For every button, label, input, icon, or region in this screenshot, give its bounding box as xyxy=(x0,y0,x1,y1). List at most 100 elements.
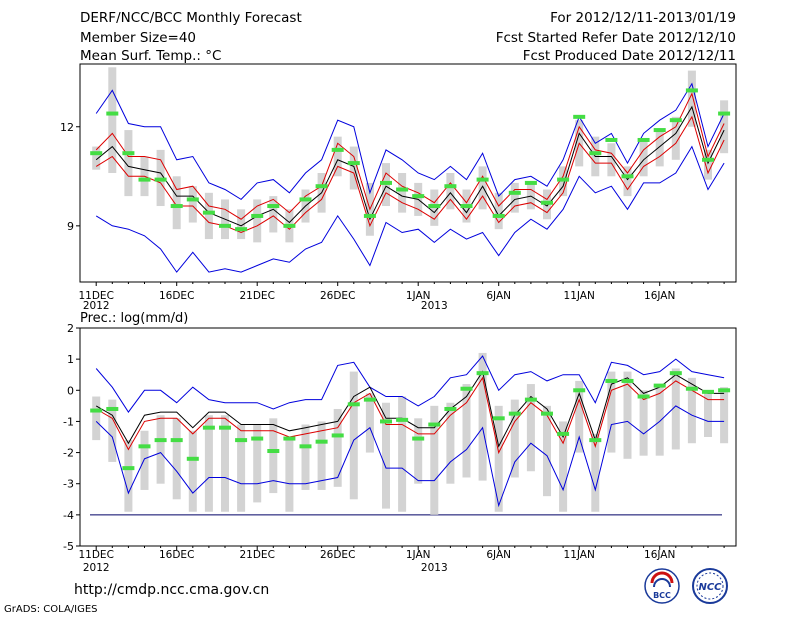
median-marker xyxy=(412,436,425,441)
member-box xyxy=(559,421,568,512)
median-marker xyxy=(138,444,151,449)
y-tick-label: 0 xyxy=(67,384,74,397)
median-marker xyxy=(396,417,409,422)
member-box xyxy=(237,209,246,240)
member-box xyxy=(301,424,310,490)
grads-credit: GrADS: COLA/IGES xyxy=(4,604,98,615)
median-marker xyxy=(331,147,344,152)
bcc-logo: BCC xyxy=(644,568,680,604)
member-box xyxy=(237,424,246,512)
median-marker xyxy=(492,416,505,421)
x-tick-label: 16JAN xyxy=(644,549,675,561)
x-tick-label: 21DEC xyxy=(239,290,274,302)
member-box xyxy=(253,199,262,243)
median-marker xyxy=(267,204,280,209)
y-tick-label: 2 xyxy=(67,322,74,335)
median-marker xyxy=(267,449,280,454)
member-box xyxy=(108,399,117,462)
member-box xyxy=(172,176,181,230)
member-box xyxy=(639,390,648,456)
member-box xyxy=(623,371,632,459)
median-marker xyxy=(283,223,296,228)
median-marker xyxy=(251,436,264,441)
member-box xyxy=(204,192,213,240)
median-marker xyxy=(685,386,698,391)
median-marker xyxy=(718,111,731,116)
median-marker xyxy=(315,439,328,444)
member-box xyxy=(478,352,487,481)
median-marker xyxy=(557,431,570,436)
member-box xyxy=(349,371,358,500)
member-box xyxy=(607,371,616,453)
member-box xyxy=(204,415,213,512)
median-marker xyxy=(573,114,586,119)
median-marker xyxy=(122,466,135,471)
refer-date: Fcst Started Refer Date 2012/12/10 xyxy=(495,30,736,46)
member-box xyxy=(365,393,374,453)
member-box xyxy=(494,192,503,230)
member-box xyxy=(687,377,696,444)
median-marker xyxy=(235,438,248,443)
member-box xyxy=(108,67,117,173)
x-tick-label: 11JAN xyxy=(564,549,595,561)
median-marker xyxy=(524,180,537,185)
member-box xyxy=(655,384,664,456)
member-box xyxy=(623,166,632,197)
spread-line xyxy=(95,376,725,455)
median-marker xyxy=(685,88,698,93)
median-marker xyxy=(653,128,666,133)
y-tick-label: -5 xyxy=(63,540,74,553)
x-tick-label: 1JAN xyxy=(406,549,431,561)
x-tick-label: 1JAN xyxy=(406,290,431,302)
member-box xyxy=(607,143,616,177)
ncc-logo-text: NCC xyxy=(698,582,722,593)
min-line xyxy=(95,405,725,508)
median-marker xyxy=(202,425,215,430)
median-marker xyxy=(396,187,409,192)
member-box xyxy=(526,384,535,472)
median-marker xyxy=(524,397,537,402)
median-marker xyxy=(90,151,103,156)
y-tick-label: -1 xyxy=(63,415,74,428)
median-marker xyxy=(702,157,714,162)
median-marker xyxy=(283,436,296,441)
median-marker xyxy=(637,137,650,142)
x-year-label: 2013 xyxy=(421,300,448,312)
x-tick-label: 6JAN xyxy=(486,549,511,561)
median-marker xyxy=(669,118,682,123)
panel-title: Prec.: log(mm/d) xyxy=(80,311,188,326)
member-box xyxy=(285,437,294,512)
median-marker xyxy=(476,177,489,182)
median-marker xyxy=(122,151,135,156)
median-marker xyxy=(412,194,425,199)
member-box xyxy=(221,415,229,512)
y-tick-label: -3 xyxy=(63,478,74,491)
y-tick-label: -2 xyxy=(63,447,74,460)
median-marker xyxy=(557,177,570,182)
median-marker xyxy=(621,378,634,383)
median-marker xyxy=(444,184,457,189)
member-box xyxy=(655,130,664,167)
x-tick-label: 11DEC xyxy=(78,290,113,302)
chart-title: DERF/NCC/BCC Monthly Forecast xyxy=(80,10,302,26)
source-url[interactable]: http://cmdp.ncc.cma.gov.cn xyxy=(74,582,270,598)
x-tick-label: 11DEC xyxy=(78,549,113,561)
member-box xyxy=(446,402,455,484)
member-box xyxy=(704,390,712,437)
member-box xyxy=(494,405,503,512)
median-marker xyxy=(315,184,328,189)
member-box xyxy=(510,182,519,213)
median-marker xyxy=(299,444,312,449)
member-box xyxy=(382,402,390,509)
median-marker xyxy=(186,456,199,461)
member-box xyxy=(92,396,101,441)
median-marker xyxy=(541,411,553,416)
member-box xyxy=(687,70,696,127)
median-marker xyxy=(363,213,376,218)
x-tick-label: 26DEC xyxy=(320,290,355,302)
x-year-label: 2012 xyxy=(83,562,110,574)
median-marker xyxy=(347,402,360,407)
min-line xyxy=(95,145,725,273)
median-marker xyxy=(235,227,248,232)
